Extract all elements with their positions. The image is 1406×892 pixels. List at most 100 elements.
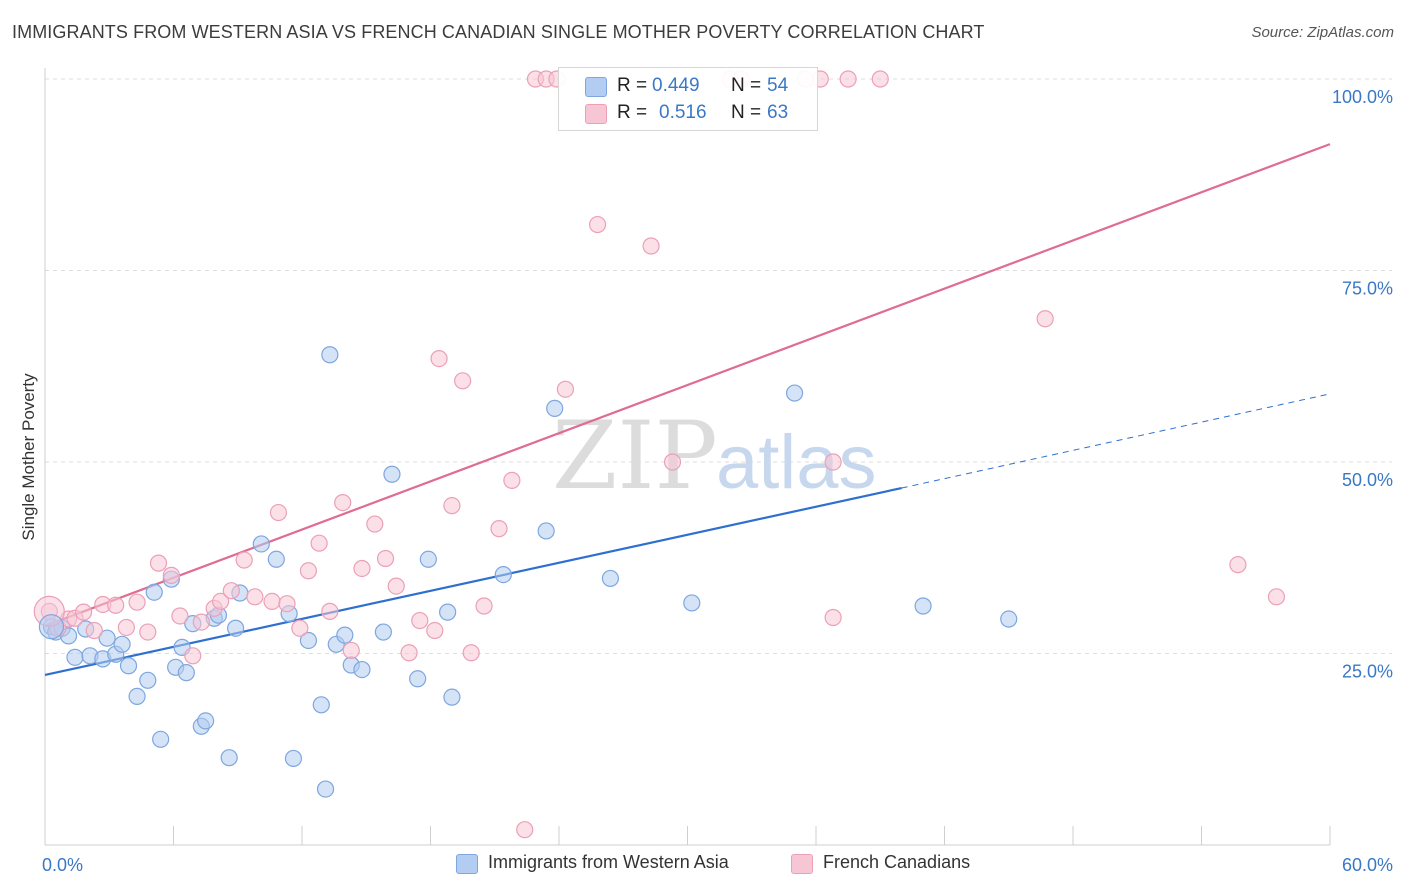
- data-point-immigrants: [353, 660, 371, 679]
- x-tick-label: 60.0%: [1342, 855, 1393, 875]
- data-point-french-canadians: [171, 607, 189, 625]
- axes: [44, 68, 1331, 846]
- data-point-french-canadians: [376, 549, 395, 568]
- data-point-french-canadians: [321, 602, 339, 620]
- r-value: 0.516: [659, 102, 707, 123]
- data-point-immigrants: [119, 657, 138, 675]
- data-point-immigrants: [299, 631, 318, 650]
- y-tick-label: 100.0%: [1332, 87, 1393, 107]
- data-point-french-canadians: [1229, 556, 1247, 574]
- data-point-immigrants: [177, 664, 195, 682]
- data-point-immigrants: [383, 465, 401, 483]
- n-value: 54: [767, 75, 789, 96]
- data-point-french-canadians: [443, 497, 461, 515]
- watermark-atlas: atlas: [716, 420, 877, 505]
- data-point-french-canadians: [342, 641, 360, 660]
- data-point-french-canadians: [426, 621, 444, 640]
- y-tick-label: 50.0%: [1342, 470, 1393, 490]
- legend-swatch-blue: [456, 854, 478, 874]
- data-point-immigrants: [785, 384, 804, 402]
- r-value: 0.449: [652, 75, 700, 96]
- data-point-french-canadians: [246, 588, 264, 606]
- data-point-french-canadians: [353, 559, 371, 578]
- data-point-french-canadians: [366, 515, 384, 533]
- correlation-legend: R = 0.449 N = 54 R = 0.516 N = 63: [558, 67, 818, 131]
- trendline-immigrants-extension: [901, 393, 1331, 489]
- data-point-immigrants: [601, 569, 620, 588]
- grid-lines: [45, 78, 1392, 654]
- data-point-immigrants: [914, 597, 932, 615]
- data-point-french-canadians: [212, 592, 230, 611]
- data-point-immigrants: [98, 629, 116, 647]
- data-point-french-canadians: [162, 566, 180, 584]
- data-point-immigrants: [316, 780, 335, 798]
- data-point-french-canadians: [128, 593, 146, 611]
- data-point-immigrants: [145, 583, 163, 601]
- legend-swatch-pink: [791, 854, 813, 874]
- legend-swatch-pink: [585, 104, 607, 124]
- data-point-french-canadians: [824, 608, 842, 627]
- data-point-french-canadians: [556, 380, 575, 398]
- chart-source: Source: ZipAtlas.com: [1251, 24, 1394, 41]
- data-point-immigrants: [252, 535, 270, 553]
- data-point-immigrants: [336, 626, 354, 644]
- data-point-french-canadians: [235, 551, 253, 569]
- data-points: [33, 70, 1286, 839]
- watermark-zip: ZIP: [552, 402, 718, 511]
- data-point-immigrants: [321, 346, 339, 364]
- data-point-french-canadians: [1267, 588, 1286, 606]
- data-point-french-canadians: [85, 621, 103, 640]
- data-point-french-canadians: [462, 644, 480, 662]
- r-label: R =: [617, 75, 648, 96]
- data-point-french-canadians: [871, 70, 889, 88]
- data-point-immigrants: [139, 671, 157, 689]
- data-point-french-canadians: [454, 372, 472, 390]
- data-point-immigrants: [683, 594, 701, 612]
- data-point-immigrants: [152, 730, 170, 748]
- data-point-french-canadians: [74, 603, 93, 621]
- data-point-french-canadians: [291, 619, 309, 637]
- data-point-immigrants: [546, 399, 564, 417]
- data-point-french-canadians: [490, 520, 508, 538]
- data-point-immigrants: [419, 550, 437, 568]
- r-label: R =: [617, 102, 648, 123]
- data-point-french-canadians: [184, 647, 202, 665]
- legend-swatch-blue: [585, 77, 607, 97]
- y-tick-label: 25.0%: [1342, 662, 1393, 682]
- tick-labels: 25.0% 50.0% 75.0% 100.0% 0.0% 60.0%: [42, 87, 1393, 875]
- data-point-french-canadians: [139, 623, 157, 641]
- data-point-immigrants: [284, 749, 303, 768]
- data-point-french-canadians: [149, 554, 168, 572]
- data-point-french-canadians: [107, 596, 125, 614]
- n-label: N =: [731, 75, 762, 96]
- data-point-french-canadians: [263, 592, 281, 611]
- watermark: ZIP atlas: [552, 402, 877, 511]
- data-point-french-canadians: [278, 595, 296, 613]
- data-point-french-canadians: [387, 577, 405, 595]
- data-point-french-canadians: [839, 70, 857, 88]
- data-point-french-canadians: [1036, 310, 1054, 328]
- legend-label-immigrants: Immigrants from Western Asia: [488, 852, 729, 872]
- data-point-immigrants: [267, 550, 285, 568]
- data-point-french-canadians: [299, 562, 318, 580]
- data-point-french-canadians: [117, 618, 135, 637]
- n-value: 63: [767, 102, 789, 123]
- data-point-immigrants: [128, 687, 146, 705]
- data-point-french-canadians: [663, 453, 682, 471]
- data-point-immigrants: [443, 688, 461, 706]
- y-tick-label: 75.0%: [1342, 279, 1393, 299]
- data-point-french-canadians: [588, 215, 607, 234]
- data-point-french-canadians: [222, 582, 240, 600]
- data-point-french-canadians: [475, 597, 493, 615]
- chart-title: IMMIGRANTS FROM WESTERN ASIA VS FRENCH C…: [12, 22, 985, 42]
- data-point-immigrants: [374, 623, 392, 641]
- data-point-french-canadians: [642, 237, 660, 255]
- data-point-french-canadians: [430, 349, 448, 368]
- data-point-immigrants: [1000, 610, 1018, 628]
- data-point-immigrants: [38, 614, 65, 640]
- data-point-immigrants: [66, 648, 84, 666]
- data-point-immigrants: [409, 670, 427, 688]
- data-point-french-canadians: [192, 613, 210, 631]
- data-point-french-canadians: [503, 471, 521, 489]
